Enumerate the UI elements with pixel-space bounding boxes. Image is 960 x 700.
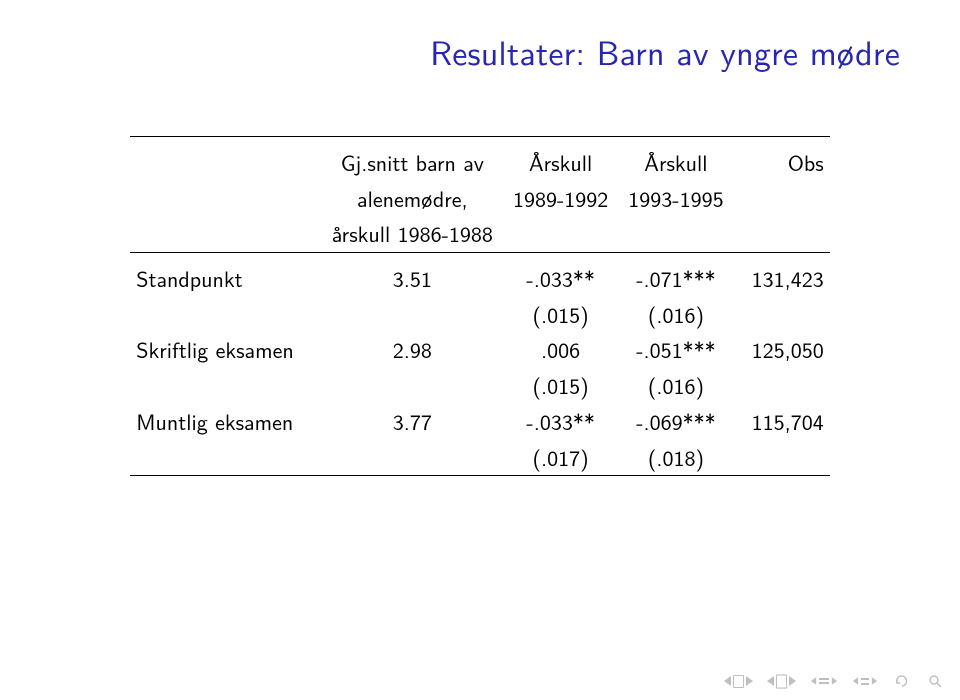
nav-prev-frame-icon — [811, 677, 816, 685]
table-header-row-1: Gj.snitt barn av Årskull Årskull Obs — [130, 145, 829, 181]
row-coef-2: -.071*** — [618, 261, 733, 297]
nav-section-icon — [733, 675, 744, 688]
beamer-nav-bar — [724, 674, 944, 688]
row-coef-1: -.033** — [503, 261, 618, 297]
nav-next-section-icon — [746, 676, 753, 686]
nav-next-subsection-icon — [789, 676, 796, 686]
row-se-1: (.017) — [503, 440, 618, 476]
header-col1-l1: Gj.snitt barn av — [322, 145, 503, 181]
header-col1-l2: alenemødre, — [322, 181, 503, 217]
row-se-1: (.015) — [503, 368, 618, 404]
nav-next-slide-icon — [872, 677, 877, 685]
table-row-se: (.015) (.016) — [130, 297, 829, 333]
header-col2-l1: Årskull — [503, 145, 618, 181]
nav-subsection-icon — [776, 675, 787, 688]
header-col4-l1: Obs — [734, 145, 830, 181]
row-coef-2: -.069*** — [618, 404, 733, 440]
table-row: Standpunkt 3.51 -.033** -.071*** 131,423 — [130, 261, 829, 297]
table-header-row-2: alenemødre, 1989-1992 1993-1995 — [130, 181, 829, 217]
nav-subsection-prev-next[interactable] — [767, 675, 796, 688]
nav-frame-prev-next[interactable] — [810, 676, 838, 686]
slide-title: Resultater: Barn av yngre mødre — [60, 26, 900, 76]
row-coef-1: .006 — [503, 332, 618, 368]
nav-prev-slide-icon — [853, 677, 858, 685]
row-label: Standpunkt — [130, 261, 321, 297]
nav-slide-icon — [861, 678, 869, 685]
row-mean: 3.77 — [322, 404, 503, 440]
nav-section-prev-next[interactable] — [724, 675, 753, 688]
row-se-2: (.016) — [618, 297, 733, 333]
row-mean: 3.51 — [322, 261, 503, 297]
table-row: Muntlig eksamen 3.77 -.033** -.069*** 11… — [130, 404, 829, 440]
header-col1-l3: årskull 1986-1988 — [322, 216, 503, 252]
row-obs: 125,050 — [734, 332, 830, 368]
row-obs: 115,704 — [734, 404, 830, 440]
row-se-2: (.018) — [618, 440, 733, 476]
row-mean: 2.98 — [322, 332, 503, 368]
header-col2-l2: 1989-1992 — [503, 181, 618, 217]
row-label: Muntlig eksamen — [130, 404, 321, 440]
header-col3-l1: Årskull — [618, 145, 733, 181]
row-coef-2: -.051*** — [618, 332, 733, 368]
row-coef-1: -.033** — [503, 404, 618, 440]
table-header-row-3: årskull 1986-1988 — [130, 216, 829, 252]
nav-next-frame-icon — [832, 677, 837, 685]
table-row: Skriftlig eksamen 2.98 .006 -.051*** 125… — [130, 332, 829, 368]
slide: Resultater: Barn av yngre mødre Gj.snitt… — [0, 0, 960, 700]
row-se-2: (.016) — [618, 368, 733, 404]
nav-back-icon[interactable] — [894, 674, 910, 688]
nav-frame-icon — [819, 678, 829, 684]
header-col3-l2: 1993-1995 — [618, 181, 733, 217]
nav-slide-prev-next[interactable] — [852, 676, 878, 686]
row-label: Skriftlig eksamen — [130, 332, 321, 368]
header-blank — [130, 145, 321, 181]
nav-search-icon[interactable] — [928, 674, 942, 688]
row-se-1: (.015) — [503, 297, 618, 333]
table-row-se: (.017) (.018) — [130, 440, 829, 476]
results-table: Gj.snitt barn av Årskull Årskull Obs ale… — [130, 136, 829, 476]
table-row-se: (.015) (.016) — [130, 368, 829, 404]
nav-prev-subsection-icon — [767, 676, 774, 686]
nav-prev-section-icon — [724, 676, 731, 686]
row-obs: 131,423 — [734, 261, 830, 297]
